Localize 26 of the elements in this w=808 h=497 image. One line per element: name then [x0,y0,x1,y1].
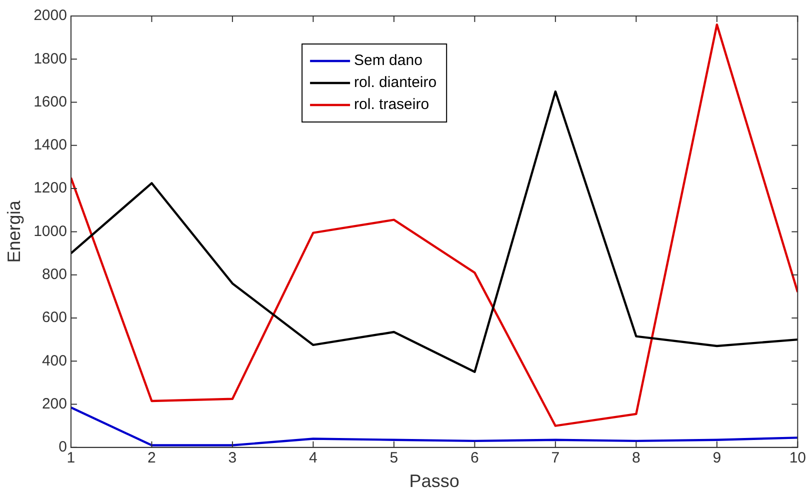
y-tick-label: 600 [42,309,67,326]
y-tick-label: 800 [42,266,67,283]
y-tick-label: 1800 [34,50,67,68]
y-tick-label: 200 [42,395,67,412]
legend-label: rol. traseiro [354,96,430,114]
x-tick-label: 7 [551,450,560,467]
y-tick-label: 2000 [34,7,67,24]
x-tick-label: 10 [789,450,806,467]
y-tick-label: 1600 [34,93,67,110]
y-tick-label: 1000 [34,222,67,240]
x-tick-label: 6 [470,450,479,467]
x-tick-label: 9 [712,450,722,467]
x-tick-label: 5 [390,450,398,467]
y-tick-label: 0 [58,438,67,456]
y-axis-title: Energia [4,200,24,263]
x-axis-title: Passo [409,471,460,492]
x-tick-label: 3 [228,450,237,467]
legend-label: Sem dano [354,52,422,70]
x-tick-label: 4 [309,450,318,467]
y-tick-label: 400 [42,352,67,370]
y-tick-label: 1400 [34,136,67,154]
x-tick-label: 2 [148,450,156,467]
y-tick-label: 1200 [34,180,67,197]
x-tick-label: 1 [66,450,76,467]
legend-label: rol. dianteiro [354,74,437,92]
x-tick-label: 8 [632,450,640,467]
